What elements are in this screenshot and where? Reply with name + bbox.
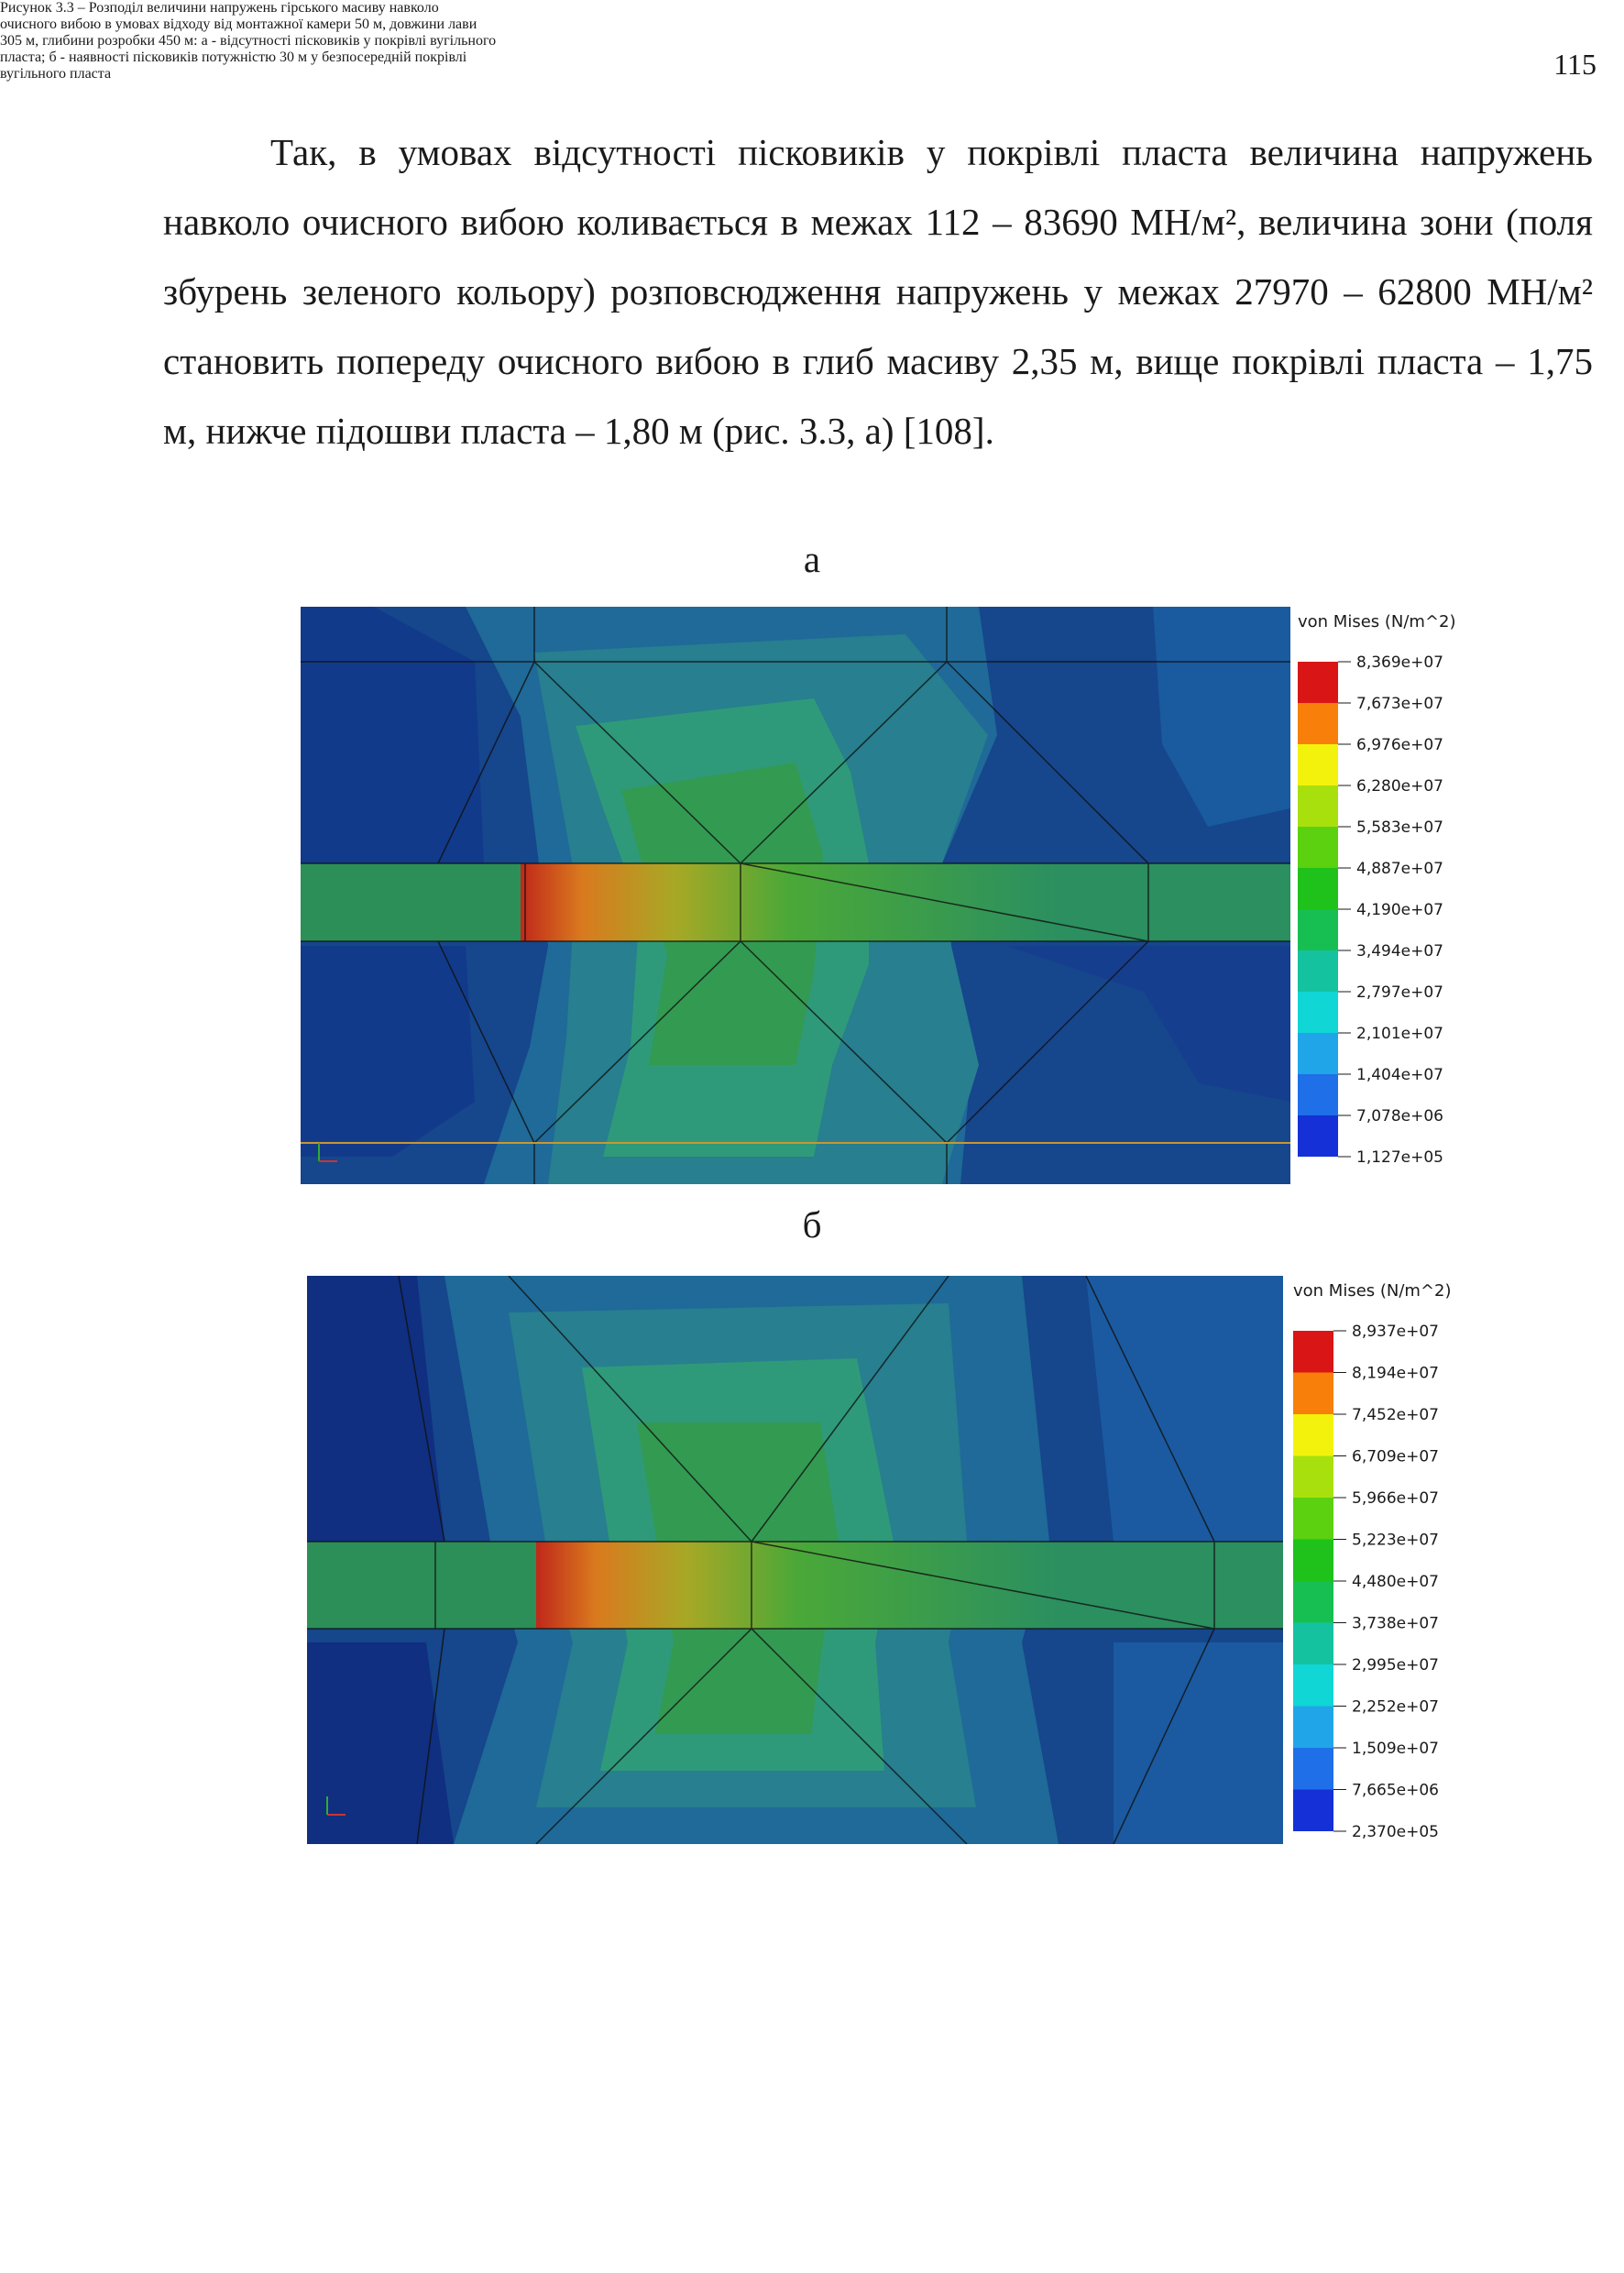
legend-color-band <box>1293 1622 1333 1664</box>
caption-line: Рисунок 3.3 – Розподіл величини напружен… <box>0 0 439 16</box>
legend-color-band <box>1293 1331 1333 1373</box>
caption-line: 305 м, глибини розробки 450 м: а - відсу… <box>0 33 497 49</box>
legend-tick-label: 7,665e+06 <box>1352 1782 1439 1800</box>
legend-color-band <box>1298 950 1338 992</box>
legend-color-band <box>1293 1498 1333 1540</box>
face-stress-zone <box>536 1542 1283 1629</box>
legend-color-band <box>1298 868 1338 909</box>
legend-tick-label: 4,887e+07 <box>1356 860 1443 878</box>
legend-tick-label: 6,280e+07 <box>1356 777 1443 796</box>
legend-color-band <box>1298 1033 1338 1074</box>
legend-tick-label: 2,995e+07 <box>1352 1656 1439 1675</box>
legend-tick-label: 2,252e+07 <box>1352 1698 1439 1717</box>
legend-color-bar <box>1293 1331 1333 1831</box>
legend-tick-label: 7,078e+06 <box>1356 1107 1443 1126</box>
paragraph-line: Так, в умовах відсутності пісковиків у п… <box>270 131 1399 173</box>
face-stress-zone <box>521 863 1290 941</box>
legend-tick-label: 1,404e+07 <box>1356 1066 1443 1084</box>
paragraph-line: величина зони (поля збурень зеленого кол… <box>163 201 1593 313</box>
legend-color-band <box>1293 1664 1333 1707</box>
paragraph-line: (рис. 3.3, а) [108]. <box>712 410 994 452</box>
legend-tick-label: 5,966e+07 <box>1352 1489 1439 1508</box>
legend-tick-label: 3,738e+07 <box>1352 1615 1439 1633</box>
legend-tick-label: 3,494e+07 <box>1356 942 1443 961</box>
legend-tick-label: 4,480e+07 <box>1352 1573 1439 1591</box>
legend-tick-label: 8,194e+07 <box>1352 1365 1439 1383</box>
stress-contour-plot-b: von Mises (N/m^2) 8,937e+07 8,194e+07 7,45… <box>307 1276 1452 1844</box>
legend-tick-label: 2,797e+07 <box>1356 983 1443 1002</box>
legend-color-band <box>1293 1539 1333 1581</box>
legend-tick-label: 1,127e+05 <box>1356 1148 1443 1167</box>
contour-zone <box>301 946 475 1157</box>
legend-tick-label: 7,452e+07 <box>1352 1406 1439 1424</box>
legend-color-band <box>1298 662 1338 703</box>
stress-contour-plot-a: von Mises (N/m^2) 8,369e+07 7,673e+07 6,97… <box>301 607 1456 1184</box>
legend-color-band <box>1293 1372 1333 1414</box>
legend-title: von Mises (N/m^2) <box>1293 1281 1452 1301</box>
legend-color-band <box>1293 1414 1333 1456</box>
legend-tick-label: 6,709e+07 <box>1352 1448 1439 1466</box>
legend-color-band <box>1293 1748 1333 1790</box>
legend-color-band <box>1298 1115 1338 1157</box>
legend-color-band <box>1298 827 1338 868</box>
legend-tick-label: 8,369e+07 <box>1356 653 1443 672</box>
contour-zone <box>1086 1276 1283 1542</box>
paragraph-line: напружень навколо очисного вибою коливає… <box>163 131 1594 243</box>
legend-color-band <box>1298 909 1338 950</box>
page-number: 115 <box>1553 48 1597 81</box>
legend-tick-label: 2,101e+07 <box>1356 1025 1443 1043</box>
figure-a: von Mises (N/m^2) 8,369e+07 7,673e+07 6,97… <box>301 607 1478 1184</box>
legend-color-band <box>1298 1074 1338 1115</box>
goaf-zone <box>307 1542 536 1629</box>
contour-zone <box>307 1642 454 1844</box>
legend-tick-label: 5,223e+07 <box>1352 1532 1439 1550</box>
legend-color-band <box>1293 1789 1333 1831</box>
contour-zone <box>301 607 484 909</box>
goaf-zone <box>301 863 521 941</box>
legend-color-band <box>1293 1581 1333 1623</box>
legend-tick-labels: 8,937e+07 8,194e+07 7,452e+07 6,709e+07 5,96… <box>1333 1323 1439 1841</box>
legend-tick-label: 7,673e+07 <box>1356 695 1443 713</box>
legend-title: von Mises (N/m^2) <box>1298 612 1456 631</box>
figure-a-label: а <box>803 538 821 580</box>
legend-tick-label: 1,509e+07 <box>1352 1740 1439 1758</box>
legend-color-bar <box>1298 662 1338 1157</box>
legend-tick-label: 5,583e+07 <box>1356 818 1443 837</box>
legend-tick-label: 4,190e+07 <box>1356 901 1443 919</box>
legend-tick-labels: 8,369e+07 7,673e+07 6,976e+07 6,280e+07 5,58… <box>1338 653 1443 1167</box>
axis-triad-icon <box>318 1143 337 1162</box>
legend-color-band <box>1298 744 1338 785</box>
legend-color-band <box>1298 785 1338 827</box>
contour-zone <box>1114 1642 1283 1844</box>
legend-color-band <box>1293 1455 1333 1498</box>
caption-line: вугільного пласта <box>0 66 112 82</box>
legend-color-band <box>1298 992 1338 1033</box>
caption-line: пласта; б - наявності пісковиків потужні… <box>0 49 467 65</box>
legend-tick-label: 6,976e+07 <box>1356 736 1443 754</box>
legend-color-band <box>1298 703 1338 744</box>
figure-b-label: б <box>802 1203 822 1246</box>
paragraph-line: масиву 2,35 м, вище покрівлі пласта – 1,… <box>163 340 1593 452</box>
mesh-lines <box>307 1276 1283 1844</box>
axis-triad-icon <box>326 1796 346 1816</box>
caption-line: очисного вибою в умовах відходу від монт… <box>0 16 477 32</box>
contour-zone <box>1006 946 1290 1102</box>
figure-b: von Mises (N/m^2) 8,937e+07 8,194e+07 7,45… <box>307 1276 1476 1844</box>
paragraph-line: у межах 27970 – 62800 МН/м² становить по… <box>163 270 1593 382</box>
legend-tick-label: 8,937e+07 <box>1352 1323 1439 1341</box>
body-paragraph: Так, в умовах відсутності пісковиків у п… <box>163 117 1593 466</box>
legend-tick-label: 2,370e+05 <box>1352 1823 1439 1841</box>
legend-color-band <box>1293 1706 1333 1748</box>
